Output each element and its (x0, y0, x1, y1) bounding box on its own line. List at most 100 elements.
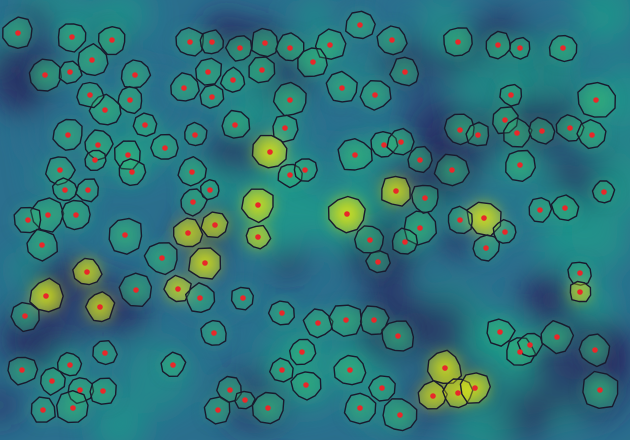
background-blob (587, 10, 616, 40)
cell-centroid-marker (69, 34, 75, 40)
cell-centroid-marker (237, 45, 243, 51)
cell-centroid-marker (502, 117, 508, 123)
cell-centroid-marker (240, 295, 246, 301)
cell-centroid-marker (287, 172, 293, 178)
cell-centroid-marker (142, 122, 148, 128)
cell-centroid-marker (95, 142, 101, 148)
cell-centroid-marker (209, 94, 215, 100)
cell-centroid-marker (49, 378, 55, 384)
cell-centroid-marker (472, 385, 478, 391)
cell-centroid-marker (209, 39, 215, 45)
cell-centroid-marker (502, 229, 508, 235)
cell-centroid-marker (207, 187, 213, 193)
cell-centroid-marker (527, 342, 533, 348)
cell-centroid-marker (65, 132, 71, 138)
cell-centroid-marker (303, 382, 309, 388)
cell-centroid-marker (495, 42, 501, 48)
cell-centroid-marker (15, 30, 21, 36)
cell-centroid-marker (57, 167, 63, 173)
cell-centroid-marker (127, 97, 133, 103)
cell-centroid-marker (402, 69, 408, 75)
cell-centroid-marker (539, 128, 545, 134)
cell-centroid-marker (592, 347, 598, 353)
cell-centroid-marker (215, 407, 221, 413)
cell-centroid-marker (242, 397, 248, 403)
cell-centroid-marker (417, 157, 423, 163)
cell-centroid-marker (202, 260, 208, 266)
cell-centroid-marker (554, 334, 560, 340)
background-blob (298, 0, 330, 30)
cell-centroid-marker (133, 287, 139, 293)
cell-centroid-marker (344, 211, 350, 217)
cell-centroid-marker (455, 390, 461, 396)
cell-centroid-marker (227, 387, 233, 393)
cell-centroid-marker (190, 199, 196, 205)
cell-centroid-marker (205, 69, 211, 75)
cell-centroid-marker (393, 188, 399, 194)
cell-centroid-marker (189, 169, 195, 175)
cell-centroid-marker (402, 239, 408, 245)
background-blob (521, 271, 576, 326)
cell-centroid-marker (483, 245, 489, 251)
cell-centroid-marker (457, 127, 463, 133)
background-blob (120, 340, 194, 414)
cell-centroid-marker (67, 362, 73, 368)
cell-centroid-marker (85, 187, 91, 193)
cell-centroid-marker (122, 232, 128, 238)
cell-centroid-marker (89, 57, 95, 63)
cell-centroid-marker (389, 37, 395, 43)
cell-centroid-marker (475, 132, 481, 138)
cell-centroid-marker (100, 388, 106, 394)
cell-centroid-marker (159, 255, 165, 261)
cell-centroid-marker (267, 149, 273, 155)
cell-centroid-marker (508, 92, 514, 98)
cell-centroid-marker (310, 59, 316, 65)
cell-centroid-marker (395, 333, 401, 339)
cell-centroid-marker (481, 215, 487, 221)
cell-centroid-marker (560, 45, 566, 51)
cell-centroid-marker (77, 387, 83, 393)
cell-centroid-marker (517, 45, 523, 51)
cell-centroid-marker (92, 157, 98, 163)
cell-centroid-marker (73, 212, 79, 218)
cell-centroid-marker (497, 329, 503, 335)
cell-centroid-marker (357, 22, 363, 28)
cell-centroid-marker (422, 195, 428, 201)
cell-centroid-marker (170, 362, 176, 368)
cell-centroid-marker (327, 42, 333, 48)
cell-centroid-marker (25, 217, 31, 223)
cell-centroid-marker (39, 242, 45, 248)
cell-centroid-marker (45, 212, 51, 218)
cell-centroid-marker (357, 405, 363, 411)
cell-centroid-marker (417, 225, 423, 231)
cell-centroid-marker (514, 130, 520, 136)
cell-centroid-marker (442, 365, 448, 371)
cell-centroid-marker (129, 169, 135, 175)
cell-centroid-marker (265, 405, 271, 411)
cell-centroid-marker (367, 237, 373, 243)
cell-centroid-marker (601, 189, 607, 195)
cell-centroid-marker (430, 393, 436, 399)
cell-centroid-marker (449, 167, 455, 173)
background-blob (89, 397, 148, 440)
cell-centroid-marker (43, 293, 49, 299)
background-blob (8, 84, 45, 120)
cell-centroid-marker (22, 313, 28, 319)
cell-centroid-marker (19, 367, 25, 373)
background-blob (436, 221, 475, 260)
cell-centroid-marker (315, 320, 321, 326)
cell-centroid-marker (87, 92, 93, 98)
cell-centroid-marker (109, 37, 115, 43)
background-blob (572, 211, 630, 271)
cell-centroid-marker (175, 286, 181, 292)
cell-centroid-marker (597, 387, 603, 393)
cell-centroid-marker (132, 72, 138, 78)
cell-centroid-marker (379, 385, 385, 391)
cell-centroid-marker (232, 122, 238, 128)
cell-centroid-marker (279, 367, 285, 373)
background-blob (0, 384, 21, 426)
cell-centroid-marker (371, 317, 377, 323)
cell-centroid-marker (192, 132, 198, 138)
